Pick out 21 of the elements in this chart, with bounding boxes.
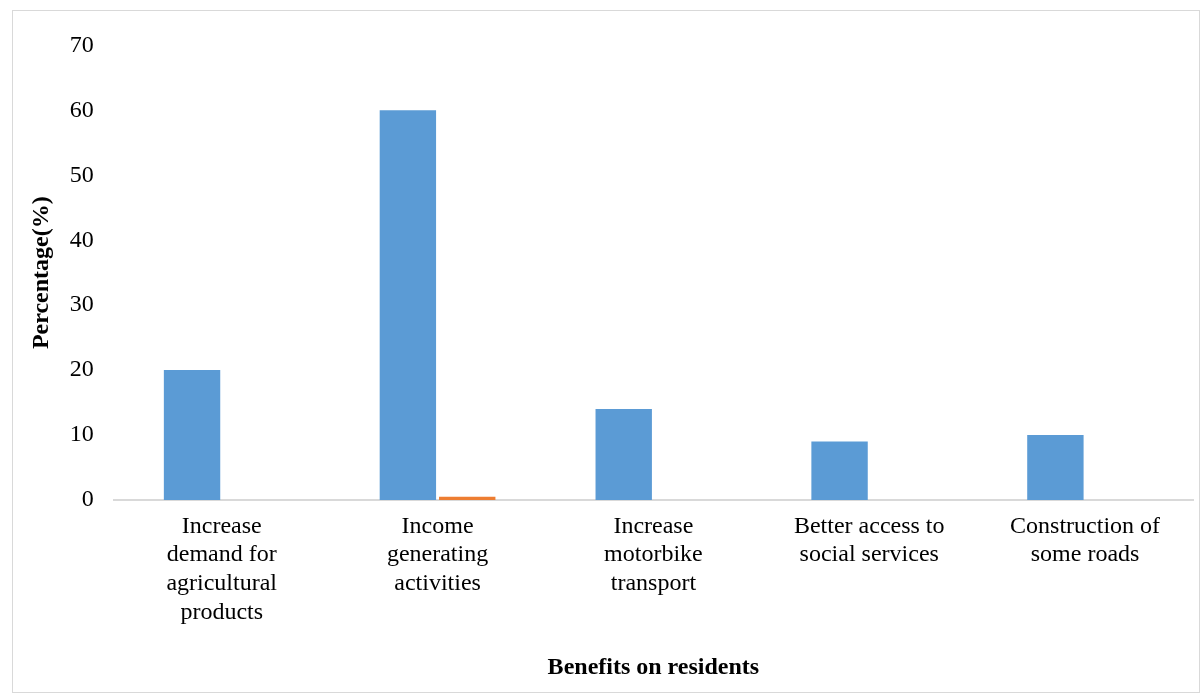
y-tick-label: 50: [69, 160, 94, 187]
y-tick-label: 0: [81, 485, 94, 512]
x-axis-title: Benefits on residents: [547, 652, 760, 679]
x-tick-label: Increase motorbike transport: [604, 511, 703, 596]
x-tick-label: Construction of some roads: [1010, 511, 1161, 567]
y-tick-label: 30: [69, 290, 94, 317]
bar: [163, 370, 221, 500]
y-tick-label: 10: [69, 420, 94, 447]
x-tick-label: Increase demand for agricultural products: [166, 511, 278, 625]
bar: [379, 110, 437, 500]
bar: [811, 441, 868, 500]
y-tick-label: 60: [69, 95, 94, 122]
x-tick-label: Income generating activities: [386, 511, 489, 596]
bar: [595, 409, 652, 500]
x-tick-label: Better access to social services: [793, 511, 945, 567]
y-tick-label: 70: [69, 30, 94, 57]
y-tick-label: 20: [69, 355, 94, 382]
y-axis-title: Percentage(%): [26, 196, 53, 350]
bar: [1027, 435, 1084, 500]
bar: [439, 496, 496, 500]
y-tick-label: 40: [69, 225, 94, 252]
